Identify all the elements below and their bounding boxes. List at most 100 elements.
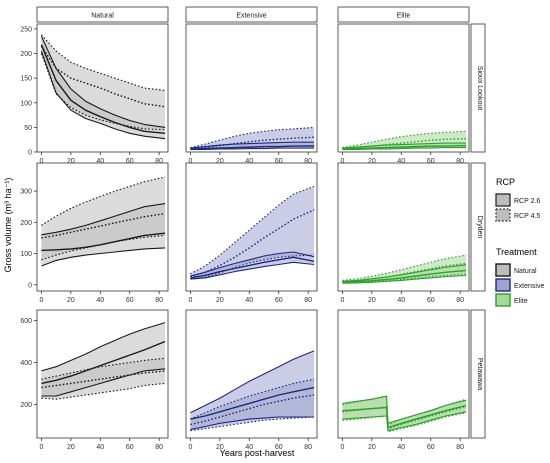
x-tick-label: 60 — [126, 444, 134, 451]
mean-line — [190, 209, 315, 278]
x-tick-label: 40 — [96, 297, 104, 304]
x-tick-label: 40 — [245, 158, 253, 165]
mean-line — [342, 405, 467, 430]
y-tick-label: 100 — [20, 100, 32, 107]
upper-line — [190, 141, 315, 149]
row-strip: Petawawa — [470, 309, 486, 439]
column-strip-box — [36, 6, 169, 23]
x-tick-label: 20 — [216, 444, 224, 451]
x-tick-label: 20 — [216, 158, 224, 165]
panel: 0 20 40 60 80 — [185, 23, 318, 165]
panel: 0 20 40 60 80 — [337, 309, 470, 451]
x-tick-label: 60 — [275, 297, 283, 304]
upper-line — [190, 251, 315, 277]
x-tick-label: 20 — [67, 158, 75, 165]
x-tick-label: 0 — [39, 297, 43, 304]
x-tick-label: 80 — [456, 444, 464, 451]
panel: 0 20 40 60 80 — [337, 23, 470, 165]
band-rcp-4-5 — [342, 131, 467, 150]
x-tick-label: 40 — [245, 444, 253, 451]
column-strip-box — [337, 6, 470, 23]
mean-line — [40, 45, 166, 108]
x-tick-label: 40 — [397, 297, 405, 304]
y-tick-label: 400 — [20, 360, 32, 367]
x-tick-label: 40 — [397, 158, 405, 165]
row-strip-box — [470, 23, 486, 153]
lower-line — [190, 261, 315, 280]
lower-line — [190, 145, 315, 151]
legend-treatment-key — [495, 278, 511, 292]
x-axis-title: Years post-harvest — [220, 448, 295, 458]
band-rcp-4-5 — [190, 186, 315, 280]
legend-treatment-label: Elite — [514, 298, 528, 305]
x-tick-label: 0 — [39, 158, 43, 165]
lower-line — [342, 411, 467, 432]
lower-line — [40, 53, 166, 131]
y-tick-label: 200 — [20, 402, 32, 409]
x-tick-label: 60 — [275, 158, 283, 165]
upper-line — [41, 203, 166, 236]
x-tick-label: 0 — [188, 444, 192, 451]
y-tick-label: 600 — [20, 318, 32, 325]
band-rcp-4-5 — [342, 396, 467, 432]
panel: 0 20 40 60 80 — [337, 162, 470, 304]
row-strip: Dryden — [470, 162, 486, 292]
y-axis-title: Gross volume (m³ ha⁻¹) — [3, 178, 13, 273]
x-tick-label: 0 — [39, 444, 43, 451]
lower-line — [190, 147, 315, 151]
x-tick-label: 0 — [340, 297, 344, 304]
row-strip-box — [470, 162, 486, 292]
y-tick-label: 250 — [20, 26, 32, 33]
x-tick-label: 80 — [155, 297, 163, 304]
y-tick-label: 300 — [20, 189, 32, 196]
legend-treatment-label: Natural — [514, 268, 537, 275]
band-rcp-4-5 — [342, 255, 467, 283]
mean-line — [41, 340, 166, 385]
upper-line — [190, 185, 315, 275]
x-tick-label: 40 — [96, 444, 104, 451]
x-tick-label: 60 — [126, 158, 134, 165]
legend-rcp-label: RCP 2.6 — [514, 198, 540, 205]
column-strip: Natural — [36, 6, 169, 23]
x-tick-label: 0 — [340, 158, 344, 165]
row-strip-label: Dryden — [476, 216, 483, 239]
legend-treatment-key — [495, 263, 511, 277]
panel: 0 50 100 150 200 250 0 20 40 60 80 — [20, 23, 169, 165]
x-tick-label: 80 — [304, 297, 312, 304]
x-tick-label: 80 — [304, 444, 312, 451]
y-tick-label: 0 — [28, 282, 32, 289]
band-rcp-4-5 — [190, 379, 315, 431]
x-tick-label: 60 — [275, 444, 283, 451]
mean-line — [190, 256, 315, 279]
panel: 0 20 40 60 80 — [185, 309, 318, 451]
mean-line — [342, 138, 467, 150]
y-tick-label: 200 — [20, 51, 32, 58]
band-rcp-4-5 — [41, 34, 166, 130]
column-strip: Elite — [337, 6, 470, 23]
column-strip-label: Natural — [91, 13, 114, 20]
lower-line — [342, 147, 467, 151]
x-tick-label: 0 — [188, 158, 192, 165]
legend-rcp-label: RCP 4.5 — [514, 213, 540, 220]
lower-line — [342, 145, 467, 151]
row-strip-label: Petawawa — [476, 358, 483, 390]
panel: 0 100 200 300 0 20 40 60 80 — [20, 162, 169, 304]
y-tick-label: 150 — [20, 76, 32, 83]
x-tick-label: 80 — [456, 297, 464, 304]
column-strip-label: Elite — [397, 13, 411, 20]
x-tick-label: 20 — [368, 158, 376, 165]
x-tick-label: 40 — [96, 158, 104, 165]
x-tick-label: 60 — [126, 297, 134, 304]
mean-line — [190, 386, 315, 420]
panel: 200 400 600 0 20 40 60 80 — [20, 309, 169, 451]
x-tick-label: 40 — [397, 444, 405, 451]
lower-line — [190, 254, 315, 280]
mean-line — [190, 136, 315, 150]
y-tick-label: 200 — [20, 220, 32, 227]
x-tick-label: 40 — [245, 297, 253, 304]
band-rcp-4-5 — [190, 127, 315, 150]
legend-treatment-label: Extensive — [514, 283, 544, 290]
mean-line — [190, 394, 315, 426]
upper-line — [190, 350, 315, 414]
